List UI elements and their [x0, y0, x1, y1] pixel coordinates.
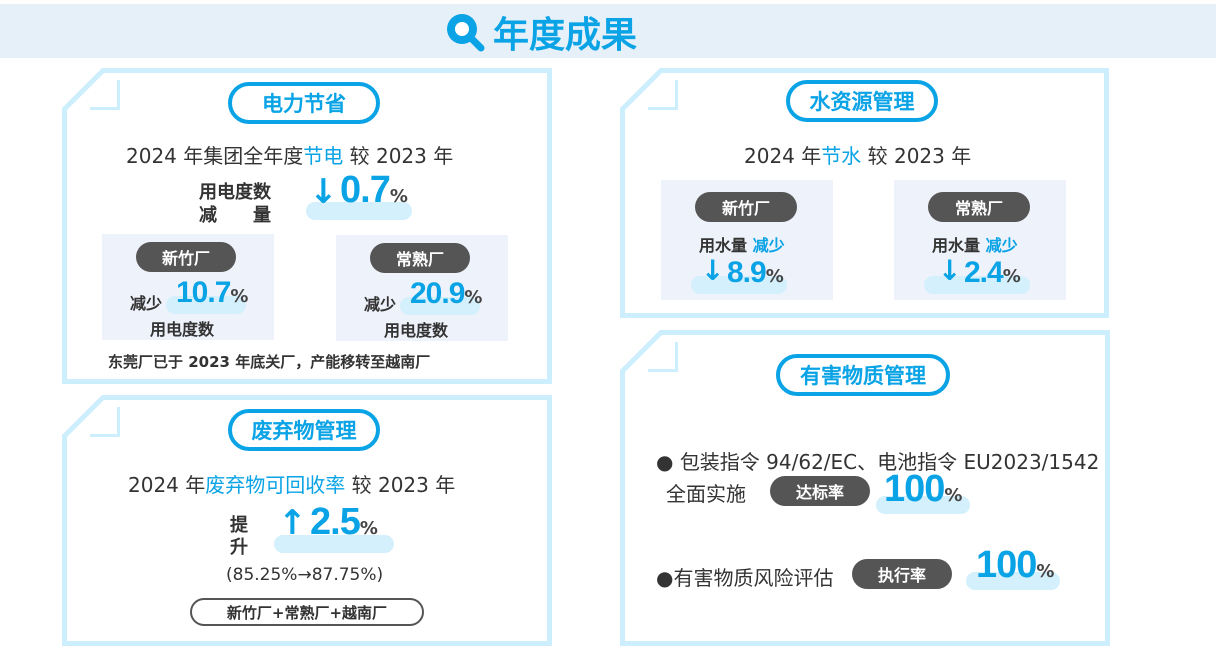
plant-name: 新竹厂 — [136, 242, 236, 272]
water-summary: 2024 年节水 较 2023 年 — [744, 140, 971, 169]
value: 0.7 — [340, 169, 391, 211]
title-text: 年度成果 — [493, 15, 638, 56]
up-arrow-icon: ↑ — [278, 503, 307, 543]
text: 2024 年 — [744, 144, 822, 168]
hazard-panel: 有害物质管理 ● 包装指令 94/62/EC、电池指令 EU2023/1542 … — [620, 330, 1110, 646]
down-arrow-icon: ↓ — [938, 254, 962, 287]
value: 20.9 — [410, 277, 465, 310]
plant-card: 新竹厂 减少 10.7% 用电度数 — [102, 234, 274, 340]
label: 用电度数 — [384, 321, 449, 340]
text: 较 2023 年 — [345, 473, 456, 497]
down-arrow-icon: ↓ — [309, 172, 338, 212]
badge: 执行率 — [852, 559, 952, 589]
power-title: 电力节省 — [228, 82, 380, 124]
water-title: 水资源管理 — [786, 80, 938, 122]
badge: 达标率 — [770, 476, 870, 506]
waste-panel: 废弃物管理 2024 年废弃物可回收率 较 2023 年 提 升 ↑ 2.5% … — [62, 395, 552, 646]
power-note: 东莞厂已于 2023 年底关厂，产能移转至越南厂 — [108, 353, 431, 371]
label: 减少 — [364, 295, 397, 314]
power-summary: 2024 年集团全年度节电 较 2023 年 — [126, 140, 453, 169]
unit: % — [230, 286, 249, 307]
highlight: 减少 — [985, 236, 1018, 255]
unit: % — [1002, 266, 1021, 287]
plant-name: 常熟厂 — [370, 243, 470, 273]
plant-card: 常熟厂 减少 20.9% 用电度数 — [336, 235, 508, 341]
text: 较 2023 年 — [343, 144, 454, 168]
text: 有害物质风险评估 — [673, 566, 834, 590]
unit: % — [359, 518, 378, 539]
value: 2.4 — [964, 256, 1004, 289]
plant-card: 常熟厂 用水量 减少 ↓ 2.4% — [894, 180, 1066, 300]
scope-badge: 新竹厂+常熟厂+越南厂 — [190, 598, 424, 626]
label: 用水量 — [932, 236, 981, 255]
highlight: 废弃物可回收率 — [205, 473, 346, 497]
hazard-title: 有害物质管理 — [776, 354, 950, 396]
power-value: 0.7% — [340, 169, 408, 212]
unit: % — [464, 287, 483, 308]
range-text: (85.25%→87.75%) — [226, 565, 384, 585]
waste-title: 废弃物管理 — [228, 409, 380, 451]
text: 全面实施 — [666, 482, 746, 506]
label: 减少 — [130, 294, 163, 313]
down-arrow-icon: ↓ — [701, 254, 725, 287]
unit: % — [389, 186, 408, 207]
plant-name: 新竹厂 — [695, 192, 797, 222]
text: 较 2023 年 — [861, 144, 972, 168]
label: 减 量 — [199, 205, 271, 226]
highlight: 节电 — [303, 144, 344, 168]
waste-summary: 2024 年废弃物可回收率 较 2023 年 — [128, 469, 455, 498]
search-icon — [447, 14, 485, 52]
label: 用电度数 — [199, 182, 271, 203]
unit: % — [1036, 561, 1055, 582]
water-panel: 水资源管理 2024 年节水 较 2023 年 新竹厂 用水量 减少 ↓ 8.9… — [620, 68, 1109, 318]
label: 升 — [230, 537, 248, 558]
label: 用水量 — [699, 236, 748, 255]
unit: % — [944, 485, 963, 506]
label: 用电度数 — [150, 320, 215, 339]
value: 100 — [976, 544, 1037, 586]
hazard-item-2: ●有害物质风险评估 — [656, 566, 834, 590]
highlight: 节水 — [821, 144, 862, 168]
header-bar — [0, 4, 1216, 58]
value: 2.5 — [310, 501, 361, 543]
value: 8.9 — [727, 256, 767, 289]
text: 2024 年集团全年度 — [126, 144, 304, 168]
unit: % — [765, 266, 784, 287]
label: 提 — [230, 515, 248, 536]
plant-card: 新竹厂 用水量 减少 ↓ 8.9% — [661, 180, 833, 300]
value: 10.7 — [176, 276, 231, 309]
text: 2024 年 — [128, 473, 206, 497]
power-panel: 电力节省 2024 年集团全年度节电 较 2023 年 用电度数 减 量 ↓ 0… — [62, 68, 552, 384]
hazard-item-1: ● 包装指令 94/62/EC、电池指令 EU2023/1542 — [656, 450, 1100, 474]
text: 包装指令 94/62/EC、电池指令 EU2023/1542 — [679, 450, 1100, 474]
page-title: 年度成果 — [445, 6, 637, 58]
highlight: 减少 — [752, 236, 785, 255]
plant-name: 常熟厂 — [928, 192, 1030, 222]
value: 100 — [884, 468, 945, 510]
